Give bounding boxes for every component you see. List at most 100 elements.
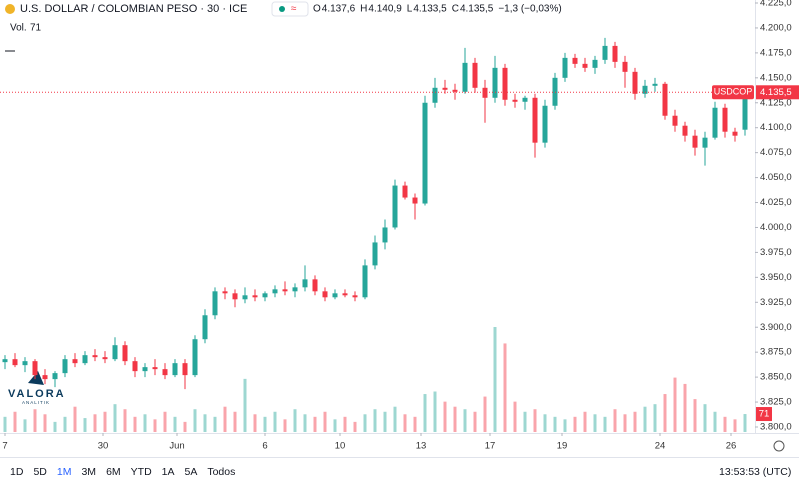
x-tick-label: 17 <box>485 441 496 452</box>
volume-bar <box>293 409 297 432</box>
candle-body <box>592 59 598 68</box>
volume-bar <box>583 411 587 432</box>
volume-bar <box>373 409 377 432</box>
volume-bar <box>83 418 87 432</box>
candle-body <box>582 63 588 68</box>
y-tick-label: 3.850,0 <box>760 372 792 383</box>
candle-body <box>282 289 288 292</box>
volume-bar <box>123 409 127 432</box>
volume-bar <box>653 404 657 432</box>
candle-body <box>422 102 428 204</box>
volume-bar <box>673 377 677 432</box>
volume-bar <box>113 404 117 432</box>
candle-body <box>342 293 348 296</box>
candle-body <box>432 87 438 103</box>
range-button[interactable]: 5D <box>33 466 47 478</box>
status-dot <box>279 6 285 12</box>
volume-bar <box>43 414 47 432</box>
y-tick-label: 4.175,0 <box>760 47 792 58</box>
volume-bar <box>533 409 537 432</box>
volume-bar <box>523 411 527 432</box>
volume-bar <box>613 409 617 432</box>
x-tick-label: 24 <box>655 441 666 452</box>
watermark-name: VALORA <box>8 388 66 400</box>
volume-tag-bg <box>756 407 772 422</box>
x-tick-label: 30 <box>98 441 109 452</box>
candle-body <box>532 97 538 143</box>
candle-body <box>712 107 718 138</box>
x-tick-label: 6 <box>262 441 267 452</box>
volume-bar <box>63 416 67 432</box>
volume-bar <box>273 411 277 432</box>
indicator-button[interactable] <box>271 1 309 17</box>
y-tick-label: 4.225,0 <box>760 0 792 9</box>
candle-body <box>272 289 278 294</box>
candle-body <box>352 295 358 298</box>
y-tick-label: 4.025,0 <box>760 197 792 208</box>
x-tick-label: 26 <box>726 441 737 452</box>
candle-body <box>492 67 498 98</box>
range-button[interactable]: YTD <box>131 466 152 478</box>
volume-bar <box>183 421 187 432</box>
y-tick-label: 4.000,0 <box>760 222 792 233</box>
candle-body <box>12 359 18 366</box>
candle-body <box>502 67 508 100</box>
candle-body <box>522 97 528 102</box>
volume-bar <box>443 401 447 432</box>
candle-body <box>372 242 378 266</box>
x-tick-label: 7 <box>2 441 7 452</box>
candle-body <box>122 345 128 362</box>
range-button[interactable]: 1D <box>10 466 24 478</box>
logo-mark <box>28 371 44 385</box>
volume-bar <box>543 414 547 432</box>
volume-bar <box>503 343 507 432</box>
candle-body <box>632 71 638 94</box>
y-tick-label: 3.875,0 <box>760 347 792 358</box>
range-button[interactable]: 5A <box>185 466 198 478</box>
volume-value: 71 <box>30 23 42 34</box>
volume-bar <box>363 414 367 432</box>
volume-bar <box>283 419 287 432</box>
candle-body <box>652 83 658 86</box>
candle-body <box>672 115 678 126</box>
volume-bar <box>723 416 727 432</box>
volume-bar <box>193 409 197 432</box>
y-tick-label: 3.800,0 <box>760 422 792 433</box>
volume-tag: 71 <box>759 409 770 420</box>
volume-bar <box>453 406 457 432</box>
candle-body <box>452 89 458 92</box>
settings-icon[interactable] <box>773 440 785 452</box>
candle-body <box>252 295 258 298</box>
volume-bar <box>93 414 97 432</box>
candle-body <box>622 61 628 72</box>
candle-body <box>482 87 488 98</box>
candle-body <box>32 361 38 376</box>
candle-body <box>732 131 738 136</box>
candle-body <box>472 62 478 88</box>
y-tick-label: 3.975,0 <box>760 247 792 258</box>
volume-bar <box>353 421 357 432</box>
candle-body <box>642 85 648 94</box>
range-button[interactable]: 1A <box>162 466 175 478</box>
range-button[interactable]: 3M <box>81 466 96 478</box>
candle-body <box>682 125 688 136</box>
volume-bar <box>153 419 157 432</box>
candle-body <box>562 57 568 78</box>
volume-bar <box>383 411 387 432</box>
range-button[interactable]: Todos <box>207 466 235 478</box>
volume-bar <box>403 414 407 432</box>
range-button[interactable]: 1M <box>57 466 72 478</box>
candle-body <box>52 373 58 380</box>
ohlc-value: 4.137,6 <box>322 4 356 15</box>
candle-body <box>82 355 88 364</box>
volume-bar <box>163 411 167 432</box>
candle-body <box>332 293 338 298</box>
range-button[interactable]: 6M <box>106 466 121 478</box>
volume-bar <box>103 411 107 432</box>
volume-bar <box>223 406 227 432</box>
symbol-tag: USDCOP <box>714 87 753 97</box>
volume-bar <box>433 391 437 432</box>
candle-body <box>62 359 68 374</box>
volume-bar <box>423 394 427 432</box>
